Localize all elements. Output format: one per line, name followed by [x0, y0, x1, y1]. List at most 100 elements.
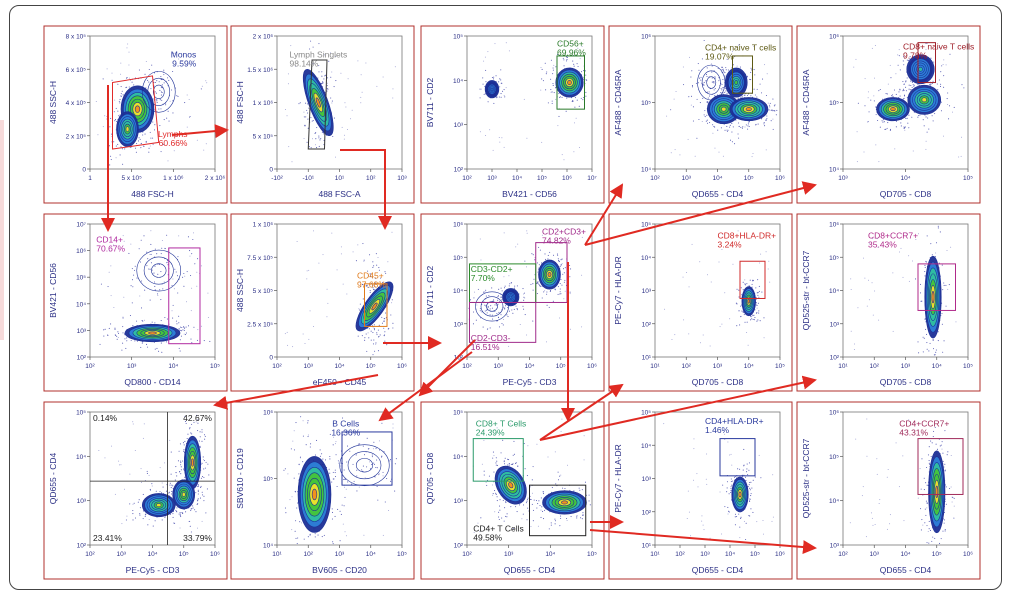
x-axis-label: 488 FSC-A	[318, 189, 360, 199]
gating-arrow	[340, 149, 392, 230]
density-contour	[502, 288, 520, 307]
y-tick-label: 10²	[454, 167, 464, 174]
y-tick-label: 10³	[642, 476, 652, 483]
y-tick-label: 10⁵	[76, 275, 86, 282]
density-contour	[706, 94, 741, 125]
x-tick-label: 10⁶	[775, 551, 785, 558]
density-contour	[906, 54, 935, 85]
x-tick-label: 10³	[700, 551, 710, 558]
gating-arrow	[418, 339, 476, 397]
x-axis-label: 488 FSC-H	[131, 189, 174, 199]
plot-axes-frame	[466, 411, 593, 546]
y-axis-label: QD705 - CD8	[425, 452, 435, 504]
density-contour	[876, 97, 910, 122]
x-tick-label: 10¹	[650, 551, 660, 558]
gating-arrow	[213, 374, 379, 410]
gate-percent: 69.96%	[557, 48, 586, 58]
y-tick-label: 10⁶	[829, 222, 839, 229]
x-tick-label: 10⁵	[397, 551, 407, 558]
gate-name: CD56+	[557, 39, 584, 49]
density-contour	[484, 80, 500, 99]
density-contour	[731, 476, 749, 513]
gate-name: CD8+HLA-DR+	[718, 231, 777, 241]
y-tick-label: 10⁴	[453, 288, 463, 295]
density-contour	[907, 84, 942, 115]
y-tick-label: 0	[269, 355, 273, 362]
gate-name: CD4+HLA-DR+	[705, 416, 764, 426]
y-axis-label: QD525-str - bt-CCR7	[801, 250, 811, 330]
x-tick-label: 10²	[366, 175, 376, 182]
x-tick-label: 10³	[304, 363, 314, 370]
panel-border	[43, 401, 228, 580]
y-axis-label: 488 FSC-H	[235, 81, 245, 124]
gate-name: CD8+CCR7+	[868, 231, 918, 241]
density-contour	[141, 493, 176, 518]
y-axis-label: AF488 - CD45RA	[801, 69, 811, 135]
panel-border	[608, 213, 793, 392]
y-tick-label: 10⁵	[829, 255, 839, 262]
y-axis-label: PE-Cy7 - HLA-DR	[613, 256, 623, 324]
y-tick-label: 10²	[642, 321, 652, 328]
x-axis-label: PE-Cy5 - CD3	[126, 565, 180, 575]
x-tick-label: 10²	[675, 551, 685, 558]
gate-shape	[556, 55, 585, 110]
y-tick-label: 1.5 x 10⁶	[247, 67, 273, 74]
gate-percent: 9.59%	[172, 58, 197, 68]
y-tick-label: 10²	[830, 355, 840, 362]
panel-border	[796, 213, 981, 392]
y-tick-label: 10²	[642, 509, 652, 516]
x-tick-label: 10³	[713, 363, 723, 370]
gate-percent: 98.14%	[290, 58, 319, 68]
x-tick-label: 10⁴	[366, 551, 376, 558]
y-tick-label: 10²	[77, 355, 87, 362]
gating-arrow	[539, 383, 624, 441]
density-contour	[924, 255, 942, 339]
x-tick-label: 10²	[462, 551, 472, 558]
gate-name: CD4+ T Cells	[473, 524, 523, 534]
y-tick-label: 10⁵	[641, 100, 651, 107]
x-axis-label: QD800 - CD14	[124, 377, 180, 387]
gate-p9-1: CD8+HLA-DR+3.24%	[718, 231, 777, 299]
y-tick-label: 10⁶	[641, 34, 651, 41]
density-contour	[475, 291, 509, 322]
y-tick-label: 10⁵	[641, 222, 651, 229]
gate-name: CD45+	[357, 271, 384, 281]
gate-name: CD2-CD3-	[471, 333, 511, 343]
y-tick-label: 10⁴	[829, 167, 839, 174]
x-tick-label: 10⁵	[932, 551, 942, 558]
y-axis-label: BV711 - CD2	[425, 78, 435, 128]
gate-name: CD3-CD2+	[471, 264, 513, 274]
x-tick-label: 10⁶	[562, 175, 572, 182]
y-tick-label: 10⁷	[76, 222, 86, 229]
gate-p10-1: CD8+CCR7+35.43%	[868, 231, 956, 311]
plot-axes-frame	[466, 35, 593, 170]
y-tick-label: 10⁶	[76, 248, 86, 255]
gate-percent: 3.24%	[718, 240, 743, 250]
x-tick-label: 10³	[127, 363, 137, 370]
density-contour	[339, 444, 390, 486]
y-tick-label: 1 x 10⁶	[253, 222, 274, 229]
x-tick-label: 10³	[901, 363, 911, 370]
gate-shape	[364, 283, 388, 327]
y-tick-label: 7.5 x 10⁵	[247, 255, 273, 262]
y-axis-label: QD525-str - bt-CCR7	[801, 438, 811, 518]
y-tick-label: 10⁶	[453, 222, 463, 229]
gate-percent: 35.43%	[868, 240, 897, 250]
x-axis-label: QD655 - CD4	[880, 565, 932, 575]
gate-shape	[168, 247, 201, 345]
x-tick-label: 10⁶	[397, 363, 407, 370]
x-tick-label: 10⁶	[775, 175, 785, 182]
x-tick-label: 10⁴	[900, 175, 910, 182]
density-contour	[172, 479, 196, 510]
gate-name: CD4+ naive T cells	[705, 43, 776, 53]
gate-percent: 70.67%	[96, 244, 125, 254]
x-tick-label: 10⁵	[179, 551, 189, 558]
gate-shape	[307, 59, 328, 150]
